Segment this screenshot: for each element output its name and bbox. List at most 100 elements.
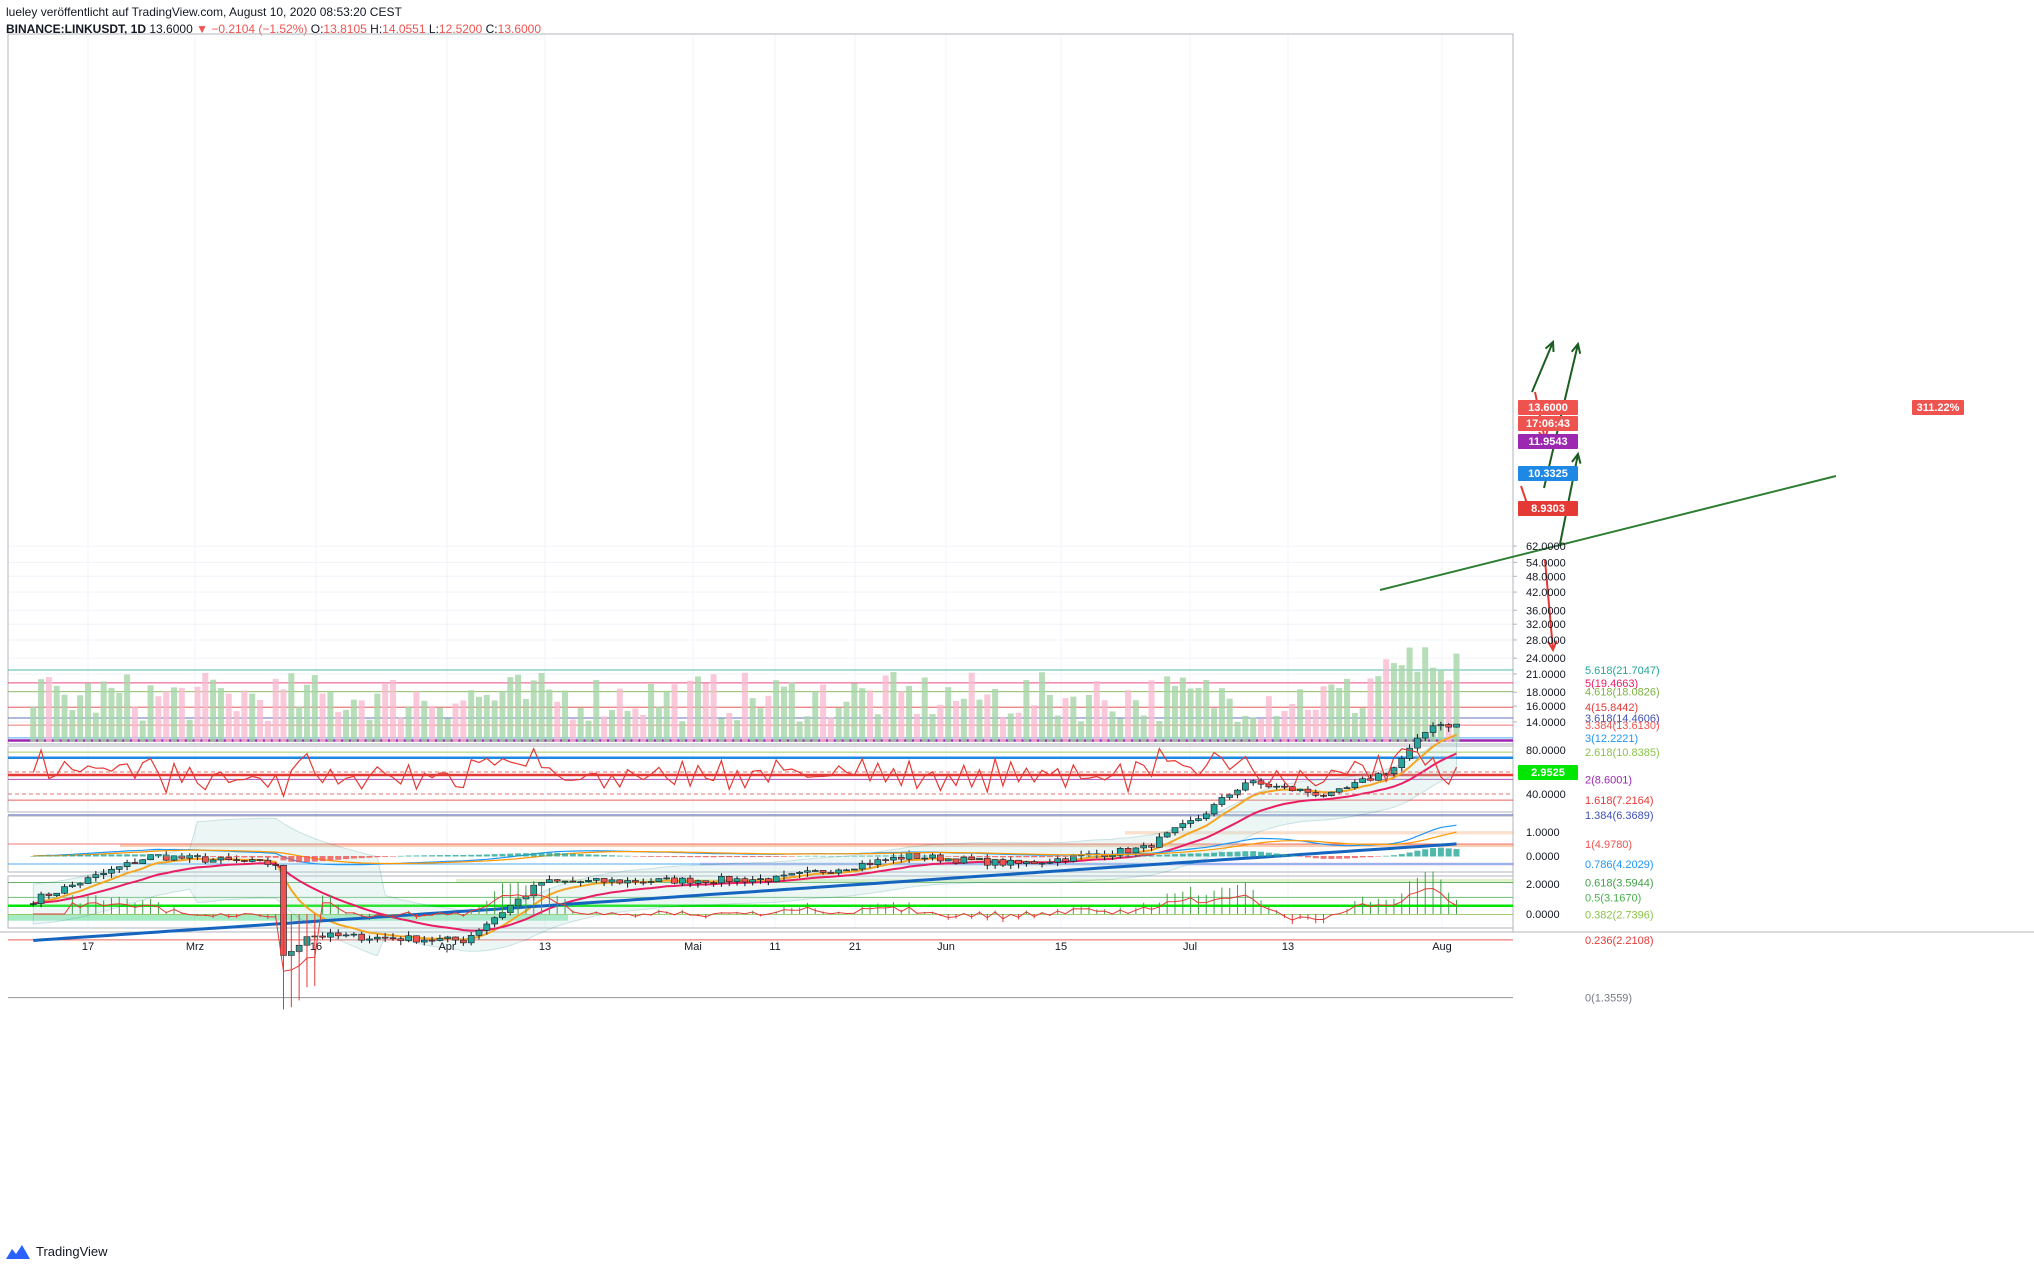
indicator-tick-label: 0.0000 [1526, 909, 1560, 921]
resistance-zone [1125, 831, 1514, 835]
macd-histogram-bar [984, 856, 991, 858]
candle-body [491, 917, 498, 925]
volume-bar [108, 687, 115, 742]
volume-bar [827, 717, 834, 742]
macd-histogram-bar [608, 855, 615, 857]
volume-bar [538, 672, 545, 742]
candle-body [1124, 848, 1132, 854]
volume-bar [780, 686, 787, 742]
tradingview-logo-icon [6, 1244, 30, 1259]
candle-body [553, 879, 561, 882]
trend-line [1379, 475, 1837, 591]
candle-body [248, 859, 256, 862]
volume-bar [655, 706, 662, 742]
macd-histogram-bar [92, 854, 99, 857]
macd-histogram-bar [100, 854, 107, 857]
volume-bar [1453, 653, 1460, 742]
volume-bar [1085, 694, 1092, 742]
volume-bar [1023, 680, 1030, 742]
volume-bar [1273, 716, 1280, 742]
candle-body [475, 930, 483, 936]
macd-histogram-bar [85, 854, 91, 857]
macd-histogram-bar [476, 854, 482, 857]
volume-bar [702, 683, 709, 742]
volume-bar [85, 683, 91, 742]
macd-histogram-bar [1148, 855, 1155, 857]
price-badge-bg [1518, 416, 1578, 431]
volume-bar [358, 700, 365, 742]
price-badge-text: 17:06:43 [1526, 418, 1570, 430]
macd-histogram-bar [898, 855, 905, 857]
candle-body [804, 870, 811, 873]
fib-level-label: 0.382(2.7396) [1585, 910, 1654, 922]
fib-level-label: 1(4.9780) [1585, 839, 1632, 851]
macd-histogram-bar [1289, 855, 1296, 857]
macd-histogram-bar [272, 856, 279, 858]
macd-histogram-bar [530, 852, 537, 857]
macd-histogram-bar [976, 856, 983, 857]
volume-bar [671, 684, 678, 742]
macd-histogram-bar [992, 856, 999, 858]
price-tick-label: 24.0000 [1526, 653, 1566, 665]
volume-bar [77, 695, 84, 742]
candle-body [1445, 724, 1452, 728]
macd-histogram-bar [804, 855, 811, 857]
candle-body [45, 893, 53, 896]
macd-histogram-bar [773, 856, 780, 857]
time-axis[interactable]: 17 Mrz 16 Apr 13 Mai 11 21 Jun 15 Jul 13 Aug [82, 941, 1452, 953]
macd-histogram-bar [249, 856, 256, 858]
volume-bar [1156, 720, 1163, 742]
price-badge-bg [1518, 400, 1578, 415]
high-label: H: [370, 22, 383, 36]
volume-bar [1171, 686, 1178, 742]
macd-histogram-bar [30, 856, 37, 857]
candle-body [1398, 758, 1406, 768]
volume-bar [280, 689, 287, 742]
price-axis[interactable]: 62.0000 54.0000 48.0000 42.0000 36.0000 32.00… [1513, 541, 1566, 921]
candle-body [1038, 862, 1046, 865]
candle-body [585, 880, 592, 883]
arrow-head [1571, 451, 1582, 464]
candle-body [960, 856, 968, 864]
projection-arrows [1520, 339, 1582, 653]
rsi-line [32, 747, 1458, 799]
macd-histogram-bar [640, 856, 647, 857]
candle-body [334, 932, 342, 937]
volume-bar [241, 690, 248, 742]
candle-body [436, 938, 444, 941]
candle-body [725, 876, 733, 882]
fib-level-label: 5.618(21.7047) [1585, 665, 1660, 677]
macd-histogram-bar [499, 853, 506, 857]
volume-bar [1007, 713, 1014, 742]
candle-body [53, 892, 61, 896]
candle-body [944, 858, 952, 862]
volume-bar [1437, 669, 1444, 742]
macd-histogram-bar [1234, 851, 1241, 857]
price-badge-text: 13.6000 [1528, 402, 1568, 414]
symbol-label[interactable]: BINANCE:LINKUSDT, 1D [6, 22, 147, 36]
macd-histogram-bar [296, 856, 303, 863]
candle-body [358, 933, 366, 941]
price-badge-text: 8.9303 [1531, 503, 1565, 515]
volume-bar [1406, 647, 1413, 742]
macd-histogram-bar [687, 856, 694, 858]
candle-body [600, 878, 608, 883]
candle-body [851, 868, 858, 871]
volume-bar [593, 679, 600, 742]
brand[interactable]: TradingView [6, 1244, 108, 1259]
volume-bar [421, 700, 428, 742]
volume-bar [1031, 705, 1038, 742]
candle-body [405, 935, 412, 941]
volume-bar [69, 710, 76, 742]
macd-histogram-bar [1062, 856, 1069, 857]
macd-histogram-bar [108, 854, 115, 857]
candle-body [647, 881, 655, 883]
candle-body [444, 936, 452, 939]
volume-bar [382, 682, 389, 742]
down-arrow-icon: ▼ [196, 22, 208, 36]
volume-bar [452, 703, 459, 742]
price-tick-label: 54.0000 [1526, 557, 1566, 569]
candle-body [1007, 859, 1015, 866]
macd-histogram-bar [397, 855, 404, 857]
